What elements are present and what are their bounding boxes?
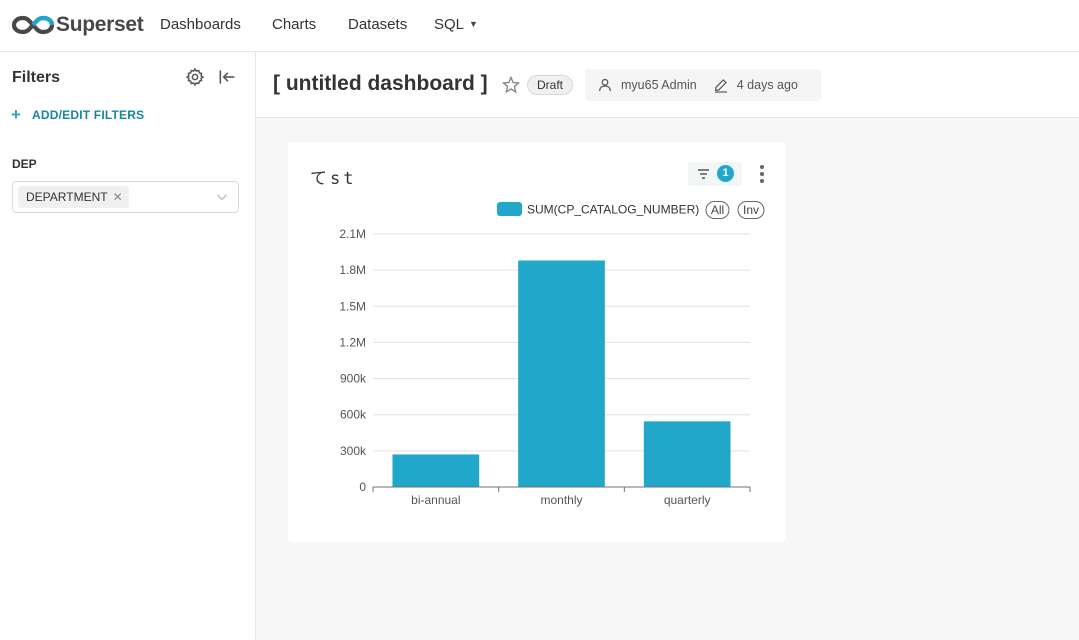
y-tick-label: 0 <box>359 480 366 494</box>
applied-filters-button[interactable]: 1 <box>688 162 742 186</box>
filter-label: DEP <box>12 157 37 171</box>
chevron-down-icon <box>217 194 227 201</box>
top-navbar: Superset Dashboards Charts Datasets SQL ▼ <box>0 0 1079 52</box>
kebab-dot <box>760 179 764 183</box>
user-icon <box>599 78 611 92</box>
nav-datasets[interactable]: Datasets <box>348 16 408 33</box>
bar-quarterly[interactable] <box>643 421 731 487</box>
filter-lines-icon <box>698 169 709 179</box>
nav-sql-label: SQL <box>434 16 465 33</box>
plus-icon: + <box>11 105 21 124</box>
bar-monthly[interactable] <box>518 260 605 487</box>
dashboard-title[interactable]: [ untitled dashboard ] <box>273 72 488 95</box>
y-tick-label: 300k <box>340 444 367 458</box>
filter-settings-button[interactable] <box>183 65 207 89</box>
brand-logo[interactable]: Superset <box>12 10 144 40</box>
selected-tag-label: DEPARTMENT <box>26 190 108 204</box>
dashboard-main: [ untitled dashboard ] Draft myu65 Admin… <box>256 52 1079 640</box>
legend-swatch[interactable] <box>497 202 522 216</box>
chart-title[interactable]: てst <box>310 169 357 189</box>
collapse-sidebar-button[interactable] <box>215 65 239 89</box>
star-icon[interactable] <box>501 75 521 95</box>
x-tick-label: monthly <box>540 493 582 507</box>
filter-select[interactable]: DEPARTMENT ✕ <box>12 181 239 213</box>
dashboard-metadata: myu65 Admin 4 days ago <box>585 69 821 101</box>
filters-title: Filters <box>12 69 61 86</box>
superset-logo-icon <box>12 15 54 35</box>
collapse-left-icon <box>219 70 235 84</box>
legend-series-label[interactable]: SUM(CP_CATALOG_NUMBER) <box>527 203 699 217</box>
y-tick-label: 1.2M <box>339 335 366 349</box>
edit-icon <box>714 79 727 93</box>
legend-all-button[interactable] <box>705 201 730 219</box>
nav-dashboards[interactable]: Dashboards <box>160 16 241 33</box>
nav-charts[interactable]: Charts <box>272 16 317 33</box>
legend-inv-button[interactable] <box>737 201 765 219</box>
draft-badge[interactable]: Draft <box>527 75 574 95</box>
owner-name: myu65 Admin <box>621 78 697 92</box>
y-tick-label: 2.1M <box>339 227 366 241</box>
caret-down-icon: ▼ <box>469 19 478 29</box>
legend-inv-label: Inv <box>743 203 759 217</box>
legend-all-label: All <box>711 203 724 217</box>
filter-sidebar: Filters + ADD/EDIT FILTERS DEP DEPARTMEN… <box>0 52 256 640</box>
y-tick-label: 900k <box>340 372 367 386</box>
brand-name: Superset <box>56 13 144 36</box>
kebab-dot <box>760 165 764 169</box>
bar-bi-annual[interactable] <box>392 454 480 487</box>
bar-chart: 0 300k 600k 900k 1.2M 1.5M 1.8M 2.1M bi-annual mo… <box>339 201 765 507</box>
remove-tag-icon[interactable]: ✕ <box>112 190 123 204</box>
dashboard-header: [ untitled dashboard ] Draft myu65 Admin… <box>256 52 1079 118</box>
kebab-dot <box>760 172 764 176</box>
y-tick-label: 600k <box>340 408 367 422</box>
add-edit-filters-label: ADD/EDIT FILTERS <box>32 108 145 122</box>
nav-sql-menu[interactable]: SQL ▼ <box>434 16 478 33</box>
gear-icon <box>185 67 205 87</box>
add-edit-filters-button[interactable]: + ADD/EDIT FILTERS <box>11 105 145 124</box>
chart-menu-button[interactable] <box>755 162 769 186</box>
y-tick-label: 1.5M <box>339 299 366 313</box>
modified-time: 4 days ago <box>736 78 798 92</box>
selected-tag: DEPARTMENT ✕ <box>18 186 129 208</box>
chart-card: てst 1 0 300k 600k 900k 1.2M 1.5M 1.8M 2.1M bi-an… <box>288 142 786 542</box>
y-tick-label: 1.8M <box>339 263 366 277</box>
filter-count-badge: 1 <box>717 165 734 182</box>
x-tick-label: bi-annual <box>411 493 460 507</box>
x-tick-label: quarterly <box>664 493 711 507</box>
